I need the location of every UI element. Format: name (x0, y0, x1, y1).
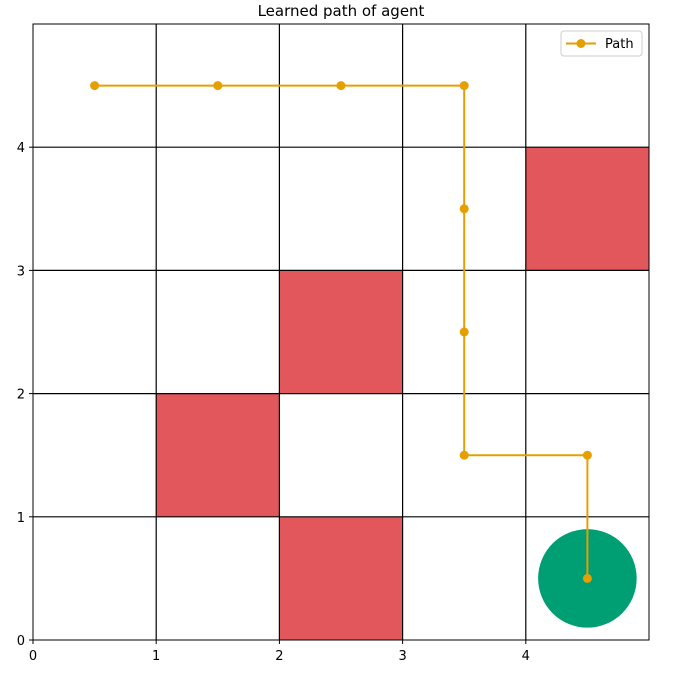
path-layer (90, 81, 592, 583)
path-point-3 (459, 81, 469, 91)
path-point-0 (90, 81, 100, 91)
obstacles-layer (156, 147, 649, 640)
y-tick-label-2: 2 (17, 388, 25, 403)
legend-label-path: Path (605, 37, 634, 52)
plot-frame (32, 23, 650, 641)
ticks-layer: 0 1 2 3 4 0 1 2 3 4 (17, 141, 530, 664)
path-point-5 (459, 327, 469, 337)
y-tick-label-3: 3 (17, 264, 25, 279)
legend: Path (560, 30, 643, 57)
path-point-7 (582, 450, 592, 460)
obstacle-cell-2 (156, 393, 280, 517)
obstacle-cell-3 (279, 516, 403, 640)
obstacle-cell-1 (279, 270, 403, 394)
y-tick-label-1: 1 (17, 511, 25, 526)
obstacle-cell-0 (525, 147, 649, 271)
path-point-1 (213, 81, 223, 91)
legend-path-swatch-marker (576, 39, 586, 48)
chart-title: Learned path of agent (258, 2, 425, 20)
x-tick-label-4: 4 (522, 649, 530, 664)
grid-layer (33, 24, 649, 640)
path-point-6 (459, 450, 469, 460)
y-tick-label-4: 4 (17, 141, 25, 156)
x-tick-label-1: 1 (152, 649, 160, 664)
path-point-2 (336, 81, 346, 91)
x-tick-label-0: 0 (29, 649, 37, 664)
x-tick-label-3: 3 (398, 649, 406, 664)
y-tick-label-0: 0 (17, 634, 25, 649)
path-point-8 (582, 573, 592, 583)
legend-box (560, 30, 643, 57)
path-point-4 (459, 204, 469, 214)
x-tick-label-2: 2 (275, 649, 283, 664)
